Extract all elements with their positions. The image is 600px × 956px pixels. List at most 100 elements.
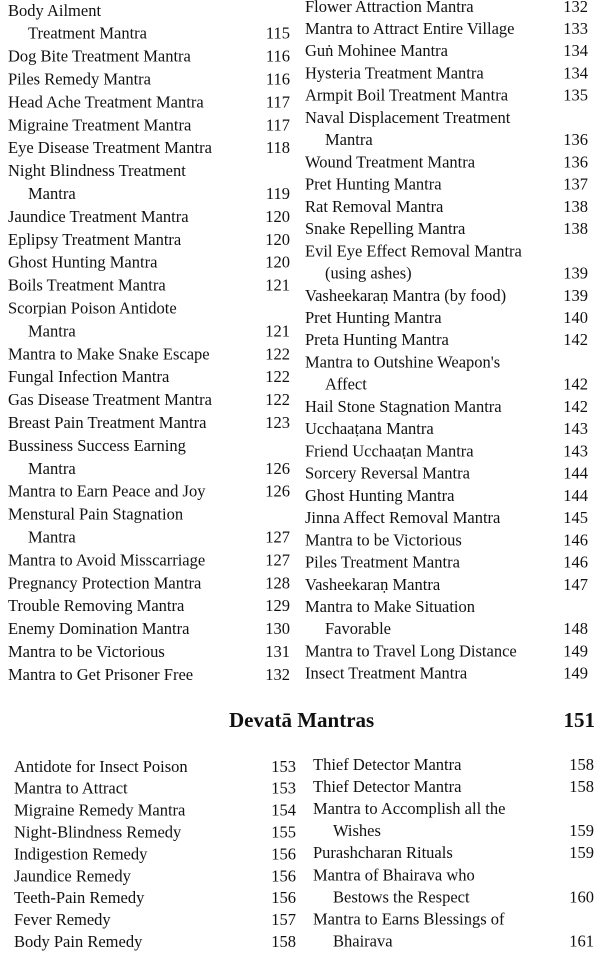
entry-title: Mantra bbox=[28, 321, 76, 340]
entry-title: Wound Treatment Mantra bbox=[305, 152, 476, 171]
entry-page: 144 bbox=[563, 486, 588, 505]
entry-page: 139 bbox=[563, 264, 588, 283]
entry-title: Preta Hunting Mantra bbox=[305, 330, 450, 349]
entry-title: Mantra to Make Snake Escape bbox=[8, 344, 210, 363]
entry-title: Bhairava bbox=[333, 932, 393, 951]
entry-page: 136 bbox=[563, 152, 588, 171]
entry-title: Vasheekaraṇ Mantra (by food) bbox=[305, 286, 506, 305]
entry-page: 135 bbox=[563, 86, 588, 105]
entry-title: Fever Remedy bbox=[14, 910, 111, 929]
entry-page: 137 bbox=[563, 175, 588, 194]
entry-title: Piles Treatment Mantra bbox=[305, 553, 461, 572]
entry-page: 136 bbox=[563, 130, 588, 149]
entry-page: 156 bbox=[271, 844, 296, 863]
section-title: Devatā Mantras bbox=[229, 708, 374, 732]
entry-page: 145 bbox=[563, 508, 588, 527]
entry-page: 156 bbox=[271, 866, 296, 885]
entry-title: Vasheekaraṇ Mantra bbox=[305, 575, 441, 594]
entry-title: Mantra to Attract bbox=[14, 779, 128, 798]
entry-title: Thief Detector Mantra bbox=[313, 755, 462, 774]
entry-title: Naval Displacement Treatment bbox=[305, 108, 511, 127]
entry-title: Gas Disease Treatment Mantra bbox=[8, 390, 213, 409]
entry-page: 142 bbox=[563, 330, 588, 349]
entry-title: Jaundice Treatment Mantra bbox=[8, 207, 189, 226]
entry-title: (using ashes) bbox=[325, 264, 412, 283]
entry-page: 153 bbox=[271, 757, 296, 776]
entry-page: 115 bbox=[266, 24, 290, 43]
entry-title: Purashcharan Rituals bbox=[313, 843, 453, 862]
entry-title: Insect Treatment Mantra bbox=[305, 664, 468, 683]
entry-title: Mantra to Avoid Misscarriage bbox=[8, 550, 205, 569]
entry-page: 158 bbox=[569, 777, 594, 796]
entry-page: 142 bbox=[563, 375, 588, 394]
entry-page: 120 bbox=[265, 230, 290, 249]
entry-page: 149 bbox=[563, 641, 588, 660]
entry-title: Eye Disease Treatment Mantra bbox=[8, 138, 213, 157]
entry-page: 122 bbox=[265, 390, 290, 409]
entry-title: Migraine Treatment Mantra bbox=[8, 115, 192, 134]
entry-page: 134 bbox=[563, 41, 588, 60]
entry-page: 116 bbox=[266, 47, 290, 66]
entry-page: 121 bbox=[265, 276, 290, 295]
entry-title: Breast Pain Treatment Mantra bbox=[8, 413, 207, 432]
entry-title: Mantra of Bhairava who bbox=[313, 865, 475, 884]
entry-title: Night Blindness Treatment bbox=[8, 161, 186, 180]
entry-page: 158 bbox=[271, 932, 296, 951]
entry-title: Jaundice Remedy bbox=[14, 866, 132, 885]
entry-page: 140 bbox=[563, 308, 588, 327]
entry-title: Mantra to Earn Peace and Joy bbox=[8, 482, 206, 501]
entry-title: Head Ache Treatment Mantra bbox=[8, 92, 204, 111]
entry-title: Mantra to Outshine Weapon's bbox=[305, 352, 500, 371]
entry-page: 146 bbox=[563, 553, 588, 572]
entry-title: Mantra bbox=[28, 184, 76, 203]
entry-page: 157 bbox=[271, 910, 296, 929]
entry-page: 154 bbox=[271, 801, 296, 820]
entry-title: Favorable bbox=[325, 619, 391, 638]
entry-title: Boils Treatment Mantra bbox=[8, 276, 166, 295]
entry-title: Thief Detector Mantra bbox=[313, 777, 462, 796]
entry-page: 138 bbox=[563, 219, 588, 238]
entry-page: 153 bbox=[271, 779, 296, 798]
entry-page: 159 bbox=[569, 843, 594, 862]
entry-title: Enemy Domination Mantra bbox=[8, 619, 190, 638]
entry-page: 116 bbox=[266, 69, 290, 88]
entry-page: 129 bbox=[265, 596, 290, 615]
entry-title: Mantra bbox=[28, 459, 76, 478]
entry-title: Mantra to Make Situation bbox=[305, 597, 475, 616]
entry-title: Ghost Hunting Mantra bbox=[8, 253, 158, 272]
entry-page: 126 bbox=[265, 482, 290, 501]
entry-page: 143 bbox=[563, 441, 588, 460]
entry-page: 130 bbox=[265, 619, 290, 638]
entry-page: 138 bbox=[563, 197, 588, 216]
entry-page: 155 bbox=[271, 822, 296, 841]
entry-title: Mantra bbox=[28, 527, 76, 546]
entry-title: Pret Hunting Mantra bbox=[305, 175, 442, 194]
entry-page: 128 bbox=[265, 573, 290, 592]
entry-title: Mantra to Accomplish all the bbox=[313, 799, 505, 818]
entry-page: 160 bbox=[569, 887, 594, 906]
entry-title: Hysteria Treatment Mantra bbox=[305, 63, 484, 82]
entry-page: 117 bbox=[266, 115, 290, 134]
entry-title: Body Pain Remedy bbox=[14, 932, 143, 951]
entry-page: 159 bbox=[569, 821, 594, 840]
entry-title: Mantra to Attract Entire Village bbox=[305, 19, 514, 38]
entry-title: Mantra to be Victorious bbox=[8, 642, 165, 661]
entry-title: Treatment Mantra bbox=[28, 24, 148, 43]
entry-page: 120 bbox=[265, 253, 290, 272]
entry-title: Flower Attraction Mantra bbox=[305, 0, 474, 16]
entry-title: Ghost Hunting Mantra bbox=[305, 486, 455, 505]
entry-page: 122 bbox=[265, 367, 290, 386]
entry-page: 127 bbox=[265, 550, 290, 569]
entry-page: 144 bbox=[563, 464, 588, 483]
entry-title: Friend Ucchaaṭan Mantra bbox=[305, 441, 474, 460]
entry-title: Mantra to Travel Long Distance bbox=[305, 641, 517, 660]
entry-title: Mantra bbox=[325, 130, 373, 149]
entry-page: 139 bbox=[563, 286, 588, 305]
entry-title: Menstural Pain Stagnation bbox=[8, 505, 183, 524]
entry-page: 126 bbox=[265, 459, 290, 478]
entry-page: 117 bbox=[266, 92, 290, 111]
entry-title: Scorpian Poison Antidote bbox=[8, 298, 177, 317]
entry-page: 120 bbox=[265, 207, 290, 226]
